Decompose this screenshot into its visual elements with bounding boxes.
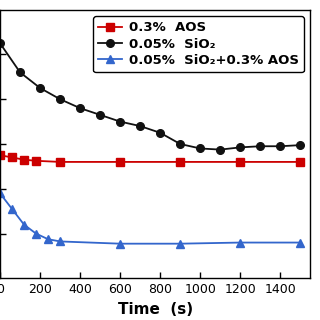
0.05%  SiO₂ [299,143,302,147]
0.05%  SiO₂ [118,120,122,124]
0.3%  AOS [118,160,122,164]
0.05%  SiO₂+0.3% AOS [178,242,182,246]
Legend: 0.3%  AOS, 0.05%  SiO₂, 0.05%  SiO₂+0.3% AOS: 0.3% AOS, 0.05% SiO₂, 0.05% SiO₂+0.3% AO… [93,16,304,72]
0.3%  AOS [178,160,182,164]
0.05%  SiO₂ [18,70,22,74]
Line: 0.3%  AOS: 0.3% AOS [0,151,304,166]
0.05%  SiO₂ [158,131,162,135]
0.05%  SiO₂+0.3% AOS [34,232,38,236]
0.3%  AOS [0,153,2,157]
0.05%  SiO₂+0.3% AOS [46,237,50,241]
0.05%  SiO₂ [178,142,182,146]
X-axis label: Time  (s): Time (s) [118,302,193,317]
0.05%  SiO₂ [198,147,202,150]
0.3%  AOS [10,156,14,159]
Line: 0.05%  SiO₂+0.3% AOS: 0.05% SiO₂+0.3% AOS [0,189,304,247]
0.05%  SiO₂+0.3% AOS [299,241,302,244]
0.05%  SiO₂ [218,148,222,152]
0.05%  SiO₂ [58,97,62,101]
0.3%  AOS [58,160,62,164]
0.05%  SiO₂+0.3% AOS [118,242,122,246]
0.05%  SiO₂+0.3% AOS [10,207,14,211]
0.05%  SiO₂+0.3% AOS [238,241,242,244]
0.3%  AOS [22,158,26,162]
0.05%  SiO₂+0.3% AOS [58,239,62,244]
0.05%  SiO₂ [0,41,2,45]
0.05%  SiO₂ [278,144,282,148]
0.05%  SiO₂ [98,113,102,117]
0.05%  SiO₂ [138,124,142,128]
0.3%  AOS [238,160,242,164]
0.05%  SiO₂+0.3% AOS [0,191,2,195]
0.05%  SiO₂+0.3% AOS [22,223,26,227]
Line: 0.05%  SiO₂: 0.05% SiO₂ [0,39,304,153]
0.3%  AOS [34,159,38,163]
0.3%  AOS [299,160,302,164]
0.05%  SiO₂ [259,144,262,148]
0.05%  SiO₂ [238,146,242,149]
0.05%  SiO₂ [78,106,82,110]
0.05%  SiO₂ [38,86,42,90]
